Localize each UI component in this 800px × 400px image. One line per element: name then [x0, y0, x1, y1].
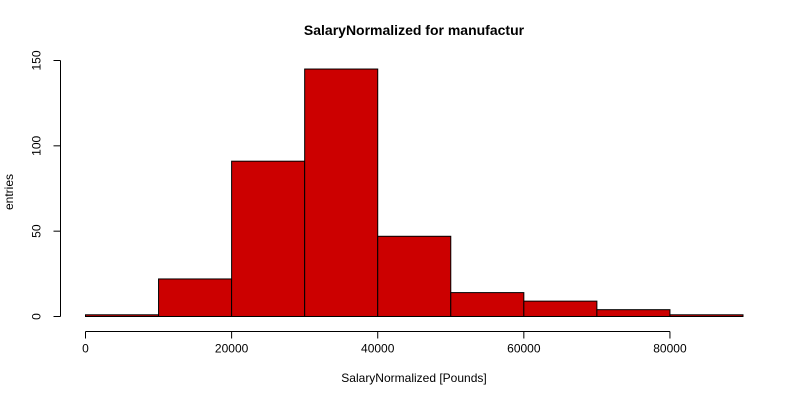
chart-title: SalaryNormalized for manufactur	[304, 22, 525, 38]
x-tick-label-20000: 20000	[215, 342, 249, 356]
x-tick-label-60000: 60000	[507, 342, 541, 356]
histogram-bar-4	[377, 235, 452, 317]
x-tick-label-0: 0	[82, 342, 89, 356]
x-tick-label-80000: 80000	[653, 342, 687, 356]
y-axis: 0 50 100 150	[30, 50, 61, 320]
histogram-bar-5	[450, 292, 525, 317]
histogram-bar-1	[158, 278, 233, 318]
histogram-bar-7	[596, 309, 671, 318]
histogram-bar-3	[304, 68, 379, 317]
histogram-bar-8	[669, 314, 744, 318]
histogram-bar-6	[523, 300, 598, 318]
x-tick-label-40000: 40000	[361, 342, 395, 356]
y-tick-label-50: 50	[30, 224, 44, 238]
y-tick-label-100: 100	[30, 136, 44, 156]
y-tick-label-0: 0	[30, 313, 44, 320]
x-axis: 0 20000 40000 60000 80000	[82, 331, 687, 356]
histogram-bar-0	[85, 314, 160, 318]
y-tick-label-150: 150	[30, 50, 44, 70]
histogram-bar-2	[231, 160, 306, 317]
x-axis-label: SalaryNormalized [Pounds]	[341, 371, 486, 385]
y-axis-label: entries	[2, 174, 16, 210]
bars-group	[85, 68, 744, 318]
